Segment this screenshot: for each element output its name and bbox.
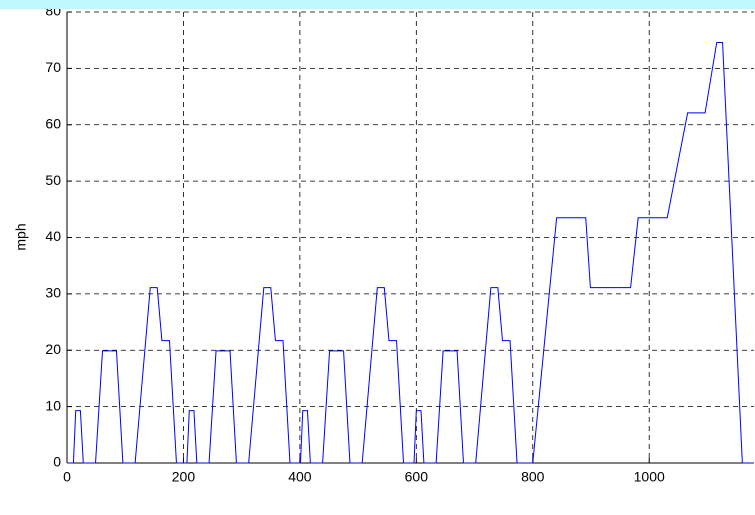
x-tick-label: 1000	[634, 469, 665, 485]
x-tick-label: 400	[288, 469, 312, 485]
y-tick-label: 10	[45, 397, 61, 413]
y-tick-label: 50	[45, 172, 61, 188]
y-tick-label: 70	[45, 59, 61, 75]
x-tick-label: 200	[172, 469, 196, 485]
y-tick-label: 0	[53, 454, 61, 470]
x-tick-label: 0	[63, 469, 71, 485]
y-tick-label: 20	[45, 341, 61, 357]
y-axis-label: mph	[13, 223, 29, 250]
title-band	[0, 0, 755, 9]
x-tick-label: 600	[405, 469, 429, 485]
x-tick-label: 800	[521, 469, 545, 485]
y-tick-label: 30	[45, 285, 61, 301]
data-line	[67, 41, 754, 464]
y-tick-label: 60	[45, 115, 61, 131]
y-tick-label: 40	[45, 228, 61, 244]
